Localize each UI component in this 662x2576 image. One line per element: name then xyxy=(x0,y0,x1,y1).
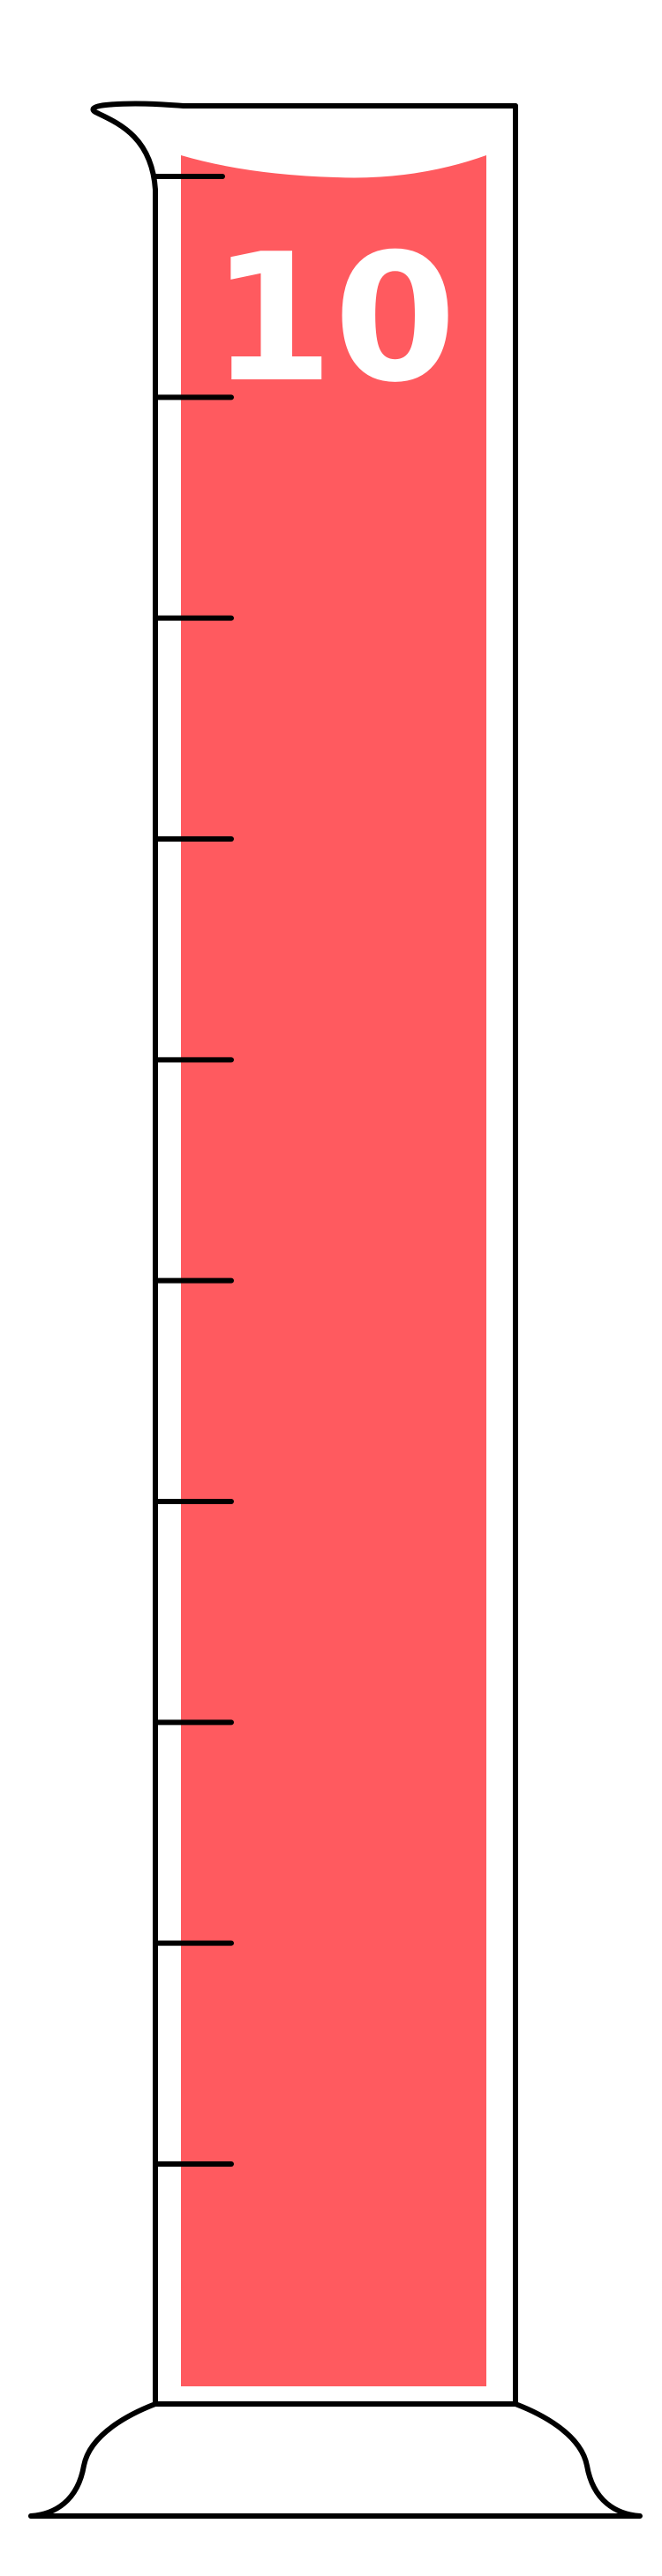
liquid-meniscus xyxy=(181,152,486,178)
cylinder-base xyxy=(28,2401,643,2519)
graduation-marks xyxy=(153,174,234,2167)
liquid-column xyxy=(181,154,486,2386)
fill-level-label: 10 xyxy=(211,216,456,422)
cylinder-body xyxy=(90,101,518,2407)
pour-spout xyxy=(90,101,186,192)
